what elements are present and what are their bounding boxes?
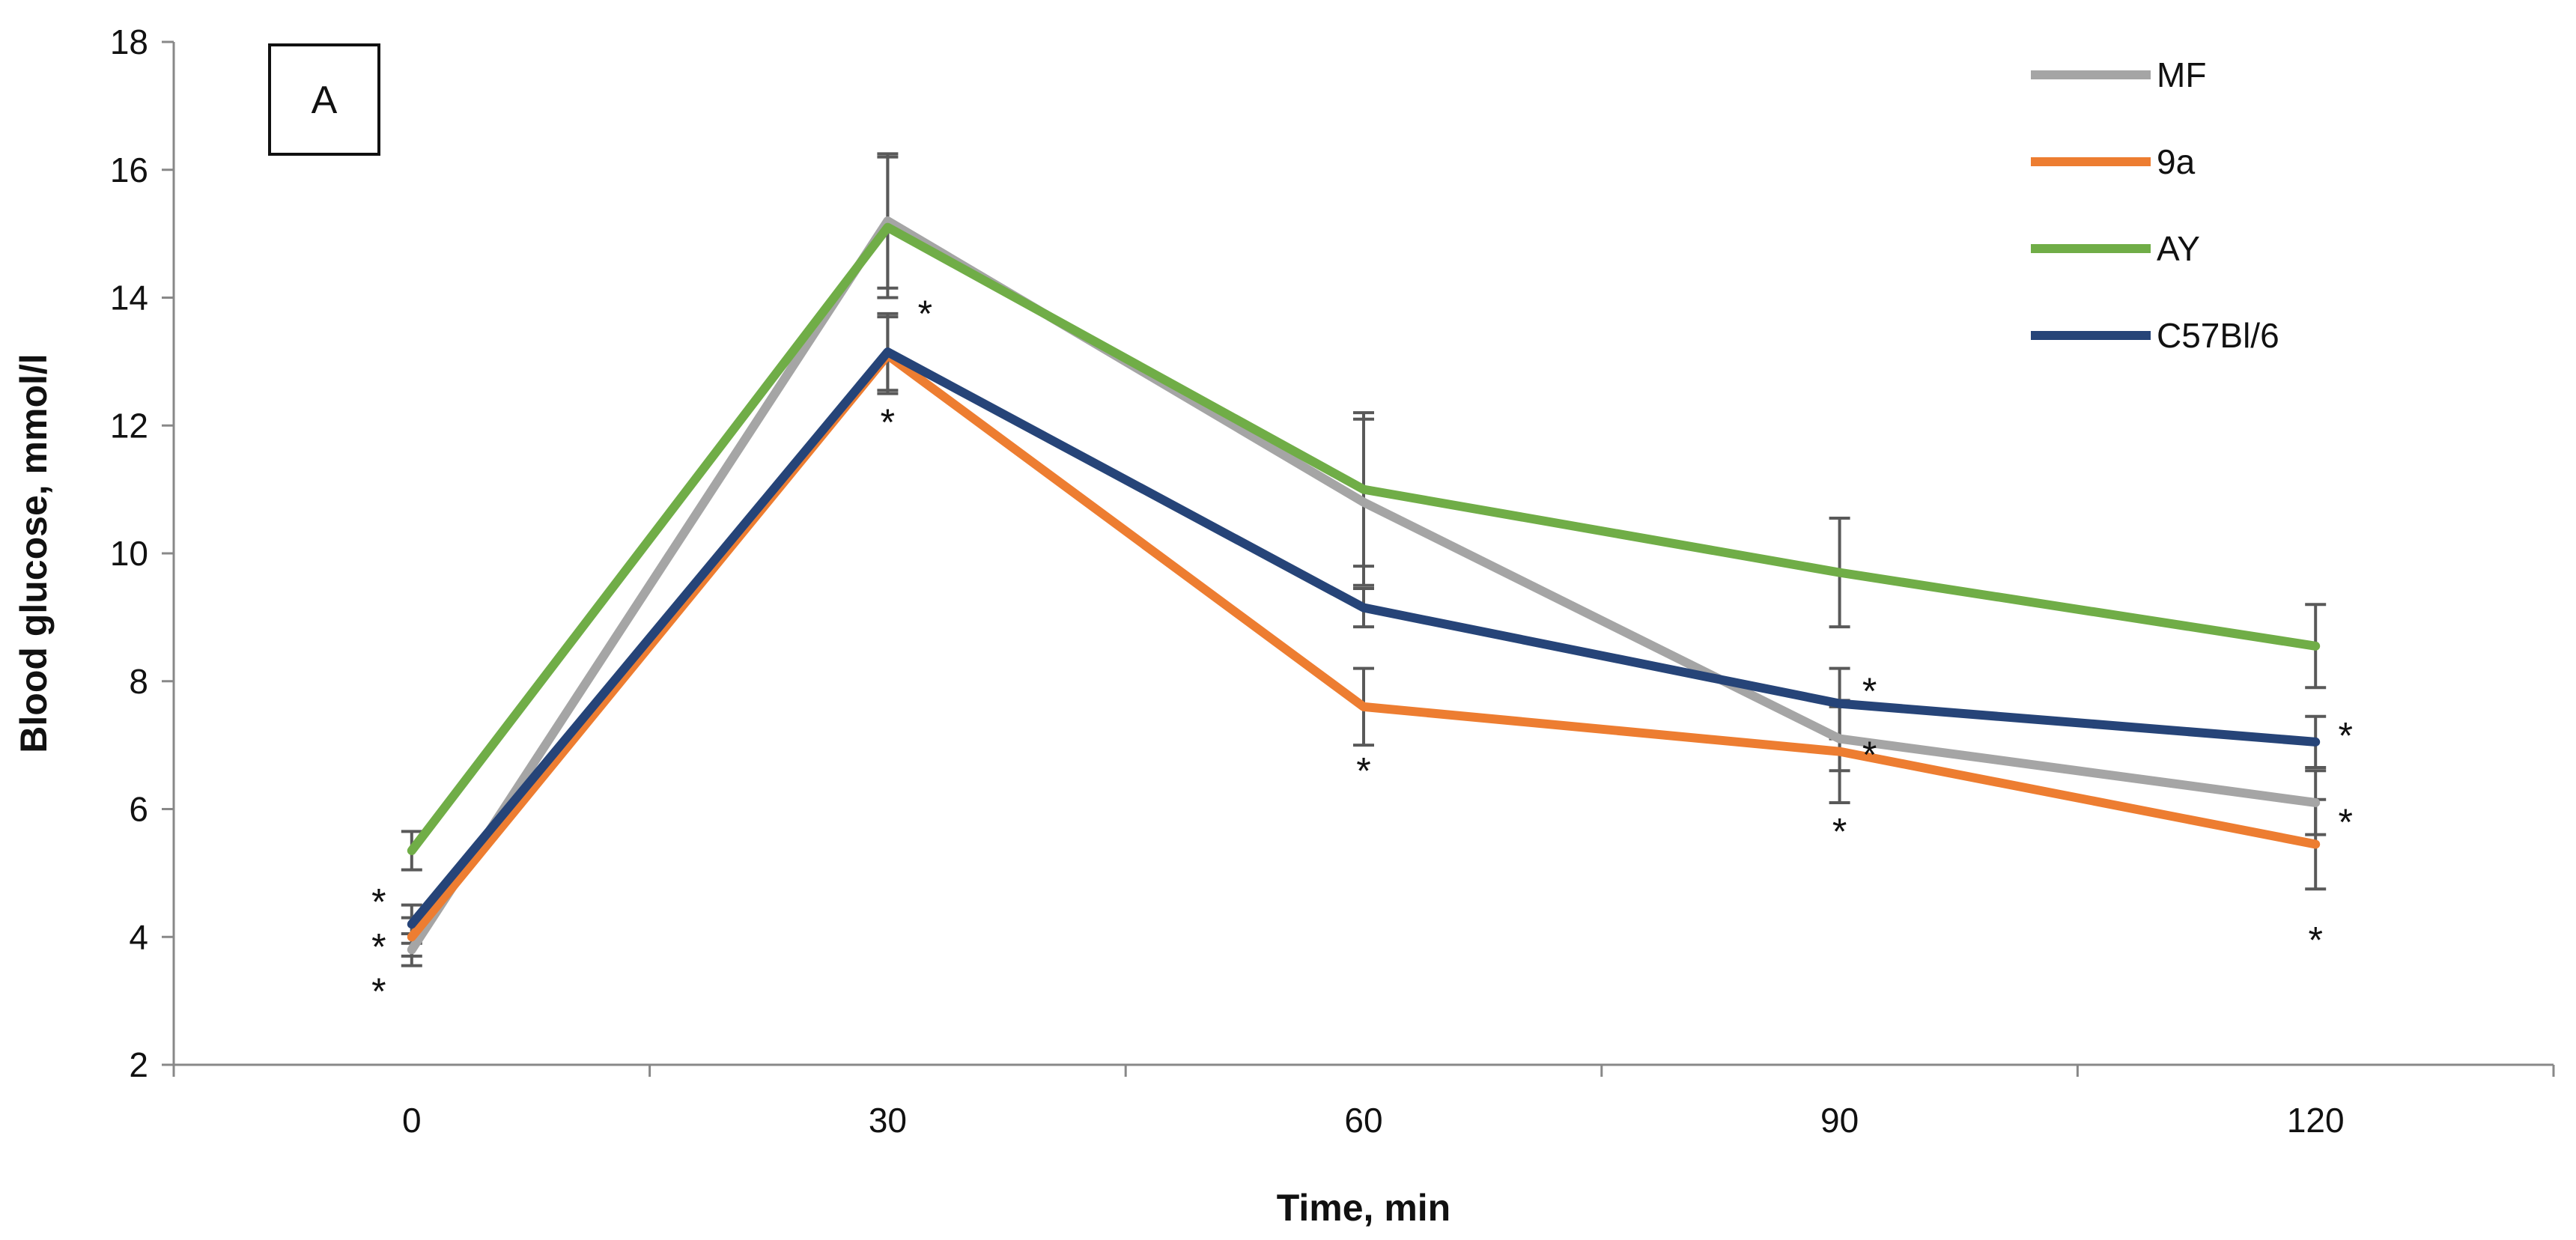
legend-label: AY xyxy=(2157,229,2200,268)
legend: MF 9a AY C57Bl/6 xyxy=(2031,55,2279,355)
y-tick-label: 10 xyxy=(110,534,148,573)
significance-marker: * xyxy=(2338,715,2352,757)
significance-marker: * xyxy=(371,970,386,1012)
x-ticks: 0 30 60 90 120 xyxy=(172,1065,2555,1140)
y-tick-label: 2 xyxy=(129,1045,148,1084)
significance-marker: * xyxy=(1356,750,1370,791)
y-tick-label: 18 xyxy=(110,22,148,61)
panel-label-text: A xyxy=(312,79,338,122)
y-tick-label: 8 xyxy=(129,662,148,701)
significance-marker: * xyxy=(881,401,895,443)
x-axis-title: Time, min xyxy=(1277,1187,1450,1229)
y-axis-title: Blood glucose, mmol/l xyxy=(13,353,55,753)
y-tick-label: 16 xyxy=(110,151,148,189)
x-tick-label: 60 xyxy=(1344,1101,1382,1140)
legend-label: 9a xyxy=(2157,142,2196,181)
significance-marker: * xyxy=(2338,801,2352,843)
series-line-c57bl-6 xyxy=(407,347,2321,929)
series-lines xyxy=(407,216,2321,955)
error-bars xyxy=(401,152,2327,967)
panel-label-box xyxy=(268,43,380,156)
series-line-ay xyxy=(407,222,2321,855)
x-tick-label: 30 xyxy=(869,1101,907,1140)
significance-marker: * xyxy=(2308,920,2322,961)
significance-marker: * xyxy=(1832,811,1847,853)
significance-marker: * xyxy=(371,926,386,967)
x-tick-label: 0 xyxy=(402,1101,422,1140)
y-tick-label: 14 xyxy=(110,279,148,317)
y-tick-label: 4 xyxy=(129,917,148,956)
series-line-mf xyxy=(407,216,2321,955)
significance-marker: * xyxy=(1862,734,1877,776)
significance-marker: * xyxy=(1862,670,1877,712)
significance-marker: * xyxy=(371,881,386,923)
y-tick-label: 6 xyxy=(129,790,148,829)
y-ticks: 2 4 6 8 10 12 14 16 18 xyxy=(110,22,174,1084)
legend-label: C57Bl/6 xyxy=(2157,316,2279,355)
legend-label: MF xyxy=(2157,55,2206,94)
y-tick-label: 12 xyxy=(110,406,148,445)
x-tick-label: 90 xyxy=(1820,1101,1859,1140)
panel-label: A xyxy=(268,43,380,156)
significance-annotations: ************ xyxy=(371,293,2353,1012)
x-tick-label: 120 xyxy=(2287,1101,2345,1140)
significance-marker: * xyxy=(918,293,932,335)
